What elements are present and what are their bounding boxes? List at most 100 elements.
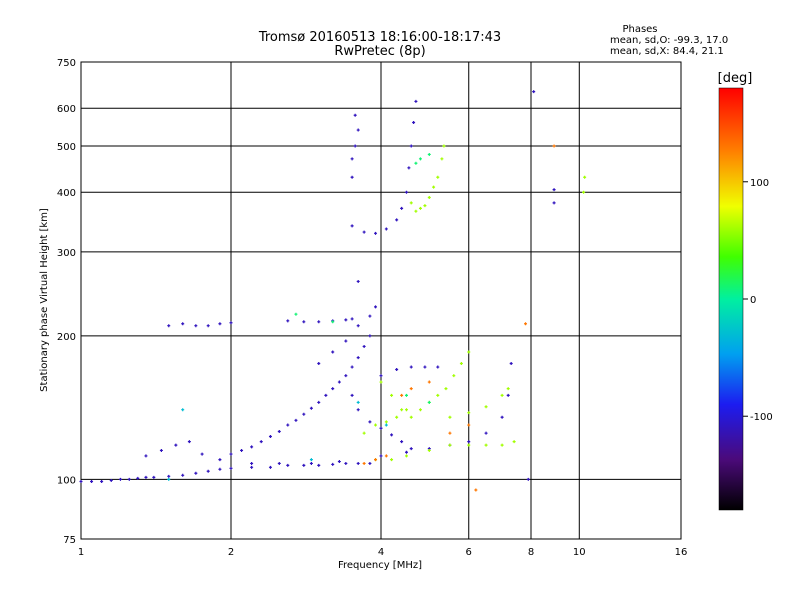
y-axis-label: Stationary phase Virtual Height [km] <box>39 208 50 392</box>
data-point <box>167 477 171 481</box>
data-point <box>218 322 222 326</box>
data-point <box>331 320 335 324</box>
data-point <box>302 463 306 467</box>
data-point <box>200 452 204 456</box>
data-point <box>384 227 388 231</box>
data-point <box>400 440 404 444</box>
data-point <box>374 231 378 235</box>
data-point <box>409 447 413 451</box>
data-point <box>218 458 222 462</box>
data-point <box>331 387 335 391</box>
data-point <box>467 440 471 444</box>
data-point <box>440 157 444 161</box>
y-axis-ticks: 75 100 200 300 400 500 600 750 <box>57 58 76 546</box>
data-point <box>384 454 388 458</box>
data-point <box>194 324 198 328</box>
data-point <box>362 344 366 348</box>
data-point <box>368 334 372 338</box>
data-point <box>144 454 148 458</box>
data-point <box>427 448 431 452</box>
x-axis-ticks: 1 2 4 6 8 10 16 <box>78 547 688 558</box>
data-point <box>353 144 357 148</box>
data-point <box>218 467 222 471</box>
data-point <box>337 380 341 384</box>
data-point <box>250 461 254 465</box>
data-point <box>427 400 431 404</box>
colorbar-label: [deg] <box>718 71 753 86</box>
data-point <box>432 185 436 189</box>
data-point <box>526 477 530 481</box>
data-point <box>400 393 404 397</box>
data-point <box>467 350 471 354</box>
x-tick-label: 6 <box>466 547 472 558</box>
grid-lines <box>81 62 681 539</box>
colorbar-tick-label: 0 <box>750 295 756 306</box>
data-point <box>268 465 272 469</box>
data-point <box>309 406 313 410</box>
x-tick-label: 8 <box>528 547 534 558</box>
colorbar-tick-label: -100 <box>750 412 773 423</box>
data-point <box>552 144 556 148</box>
data-point <box>448 443 452 447</box>
data-point <box>167 474 171 478</box>
data-point <box>582 190 586 194</box>
data-point <box>423 204 427 208</box>
data-point <box>427 152 431 156</box>
data-point <box>400 408 404 412</box>
data-point <box>395 415 399 419</box>
data-point <box>167 324 171 328</box>
data-point <box>427 380 431 384</box>
data-point <box>309 458 313 462</box>
data-point <box>524 322 528 326</box>
y-tick-label: 100 <box>57 475 76 486</box>
data-point <box>302 412 306 416</box>
data-point <box>418 157 422 161</box>
data-point <box>404 450 408 454</box>
data-point <box>552 201 556 205</box>
data-point <box>452 374 456 378</box>
data-point <box>444 387 448 391</box>
colorbar-ticks: 100 0 -100 <box>743 178 773 423</box>
x-tick-label: 10 <box>573 547 586 558</box>
data-point <box>127 477 131 481</box>
data-point <box>506 387 510 391</box>
x-tick-label: 1 <box>78 547 84 558</box>
data-point <box>181 473 185 477</box>
data-point <box>302 320 306 324</box>
data-point <box>368 420 372 424</box>
data-point <box>390 458 394 462</box>
data-point <box>484 431 488 435</box>
data-point <box>379 374 383 378</box>
data-point <box>395 367 399 371</box>
data-point <box>309 461 313 465</box>
data-point <box>474 488 478 492</box>
data-point <box>350 157 354 161</box>
data-point <box>427 195 431 199</box>
data-point <box>286 423 290 427</box>
data-point <box>583 175 587 179</box>
data-point <box>356 128 360 132</box>
data-point <box>136 476 140 480</box>
data-point <box>500 443 504 447</box>
data-point <box>152 475 156 479</box>
data-point <box>362 230 366 234</box>
data-point <box>277 430 281 434</box>
stats-line-x: mean, sd,X: 84.4, 21.1 <box>610 46 724 57</box>
data-point <box>409 387 413 391</box>
data-point <box>384 423 388 427</box>
data-point <box>404 454 408 458</box>
data-point <box>404 408 408 412</box>
data-point <box>317 320 321 324</box>
data-point <box>409 201 413 205</box>
data-point <box>344 461 348 465</box>
data-point <box>409 415 413 419</box>
data-point <box>277 461 281 465</box>
data-point <box>344 339 348 343</box>
data-point <box>448 431 452 435</box>
data-point <box>467 443 471 447</box>
chart-title: Tromsø 20160513 18:16:00-18:17:43 <box>258 30 501 45</box>
data-point <box>484 443 488 447</box>
data-point <box>409 365 413 369</box>
data-point <box>467 411 471 415</box>
data-point <box>368 461 372 465</box>
